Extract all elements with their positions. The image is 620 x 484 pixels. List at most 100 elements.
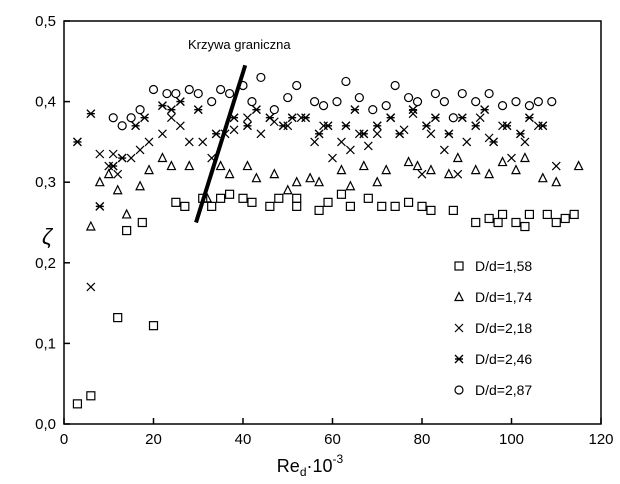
data-point	[305, 172, 316, 183]
data-point	[569, 209, 579, 220]
x-tick-label: 20	[145, 431, 162, 448]
y-tick-label: 0,1	[35, 335, 56, 352]
data-point	[247, 197, 257, 207]
legend-label: D/d=2,46	[475, 351, 532, 367]
data-point	[412, 96, 423, 107]
y-axis-label: ζ	[42, 224, 54, 249]
data-point	[332, 96, 342, 107]
data-point	[457, 88, 467, 99]
data-point	[113, 169, 123, 179]
data-point	[224, 168, 235, 179]
series-triangle	[85, 152, 584, 231]
data-point	[135, 180, 146, 191]
data-point	[524, 101, 535, 111]
legend: D/d=1,58 D/d=1,74 D/d=2,18 D/d=2,46 D/d=2,87	[454, 258, 532, 398]
data-point	[265, 113, 275, 123]
x-tick-label: 0	[60, 431, 68, 448]
data-point	[207, 201, 217, 211]
data-point	[551, 176, 562, 187]
data-point	[363, 193, 373, 203]
x-tick-label: 100	[499, 431, 524, 448]
data-point	[417, 169, 427, 179]
data-point	[426, 205, 436, 216]
data-markers	[72, 72, 584, 409]
data-point	[551, 217, 561, 228]
data-point	[171, 88, 181, 99]
data-point	[229, 125, 239, 135]
data-point	[144, 137, 154, 147]
legend-label: D/d=1,74	[475, 289, 532, 305]
data-point	[175, 121, 185, 131]
data-point	[372, 129, 382, 139]
series-square	[72, 189, 579, 409]
data-point	[251, 172, 262, 183]
data-point	[86, 282, 96, 292]
data-point	[72, 399, 83, 409]
data-point	[238, 193, 248, 203]
data-point	[166, 113, 176, 123]
data-point	[135, 145, 145, 155]
data-point	[425, 164, 436, 175]
data-point	[117, 153, 127, 163]
data-point	[345, 180, 356, 191]
data-point	[497, 209, 508, 220]
data-point	[538, 121, 548, 131]
data-point	[144, 164, 154, 175]
data-point	[484, 88, 494, 99]
data-point	[542, 209, 552, 220]
data-point	[242, 160, 253, 171]
data-point	[242, 121, 252, 131]
data-point	[193, 105, 203, 115]
data-point	[202, 192, 213, 203]
data-point	[207, 153, 217, 163]
data-point	[443, 168, 454, 179]
data-point	[426, 129, 436, 139]
data-point	[274, 193, 284, 203]
data-point	[95, 201, 105, 211]
x-tick-label: 60	[324, 431, 341, 448]
data-point	[390, 80, 400, 91]
legend-label: D/d=1,58	[475, 258, 532, 274]
data-point	[395, 129, 405, 139]
y-tick-label: 0,0	[35, 416, 56, 433]
legend-marker	[454, 354, 464, 364]
series-star	[72, 97, 548, 211]
data-point	[72, 137, 82, 147]
data-point	[489, 137, 499, 147]
data-point	[457, 113, 467, 123]
legend-marker	[454, 291, 464, 302]
data-point	[318, 101, 329, 111]
data-point	[480, 105, 490, 115]
data-point	[412, 160, 423, 171]
data-point	[507, 153, 516, 163]
data-point	[292, 80, 302, 91]
data-point	[368, 105, 378, 115]
data-point	[184, 160, 195, 171]
data-point	[282, 184, 293, 195]
data-point	[452, 152, 463, 163]
data-point	[211, 129, 221, 139]
data-point	[403, 92, 414, 103]
data-point	[166, 105, 176, 115]
y-tick-label: 0,5	[35, 13, 56, 30]
data-point	[439, 145, 449, 155]
data-point	[94, 176, 105, 187]
x-axis-label-multiplier: ·10	[307, 456, 333, 476]
data-point	[475, 113, 485, 123]
data-point	[166, 160, 177, 171]
data-point	[386, 113, 396, 123]
data-point	[220, 129, 230, 139]
data-point	[323, 121, 333, 131]
data-point	[137, 217, 147, 228]
data-point	[113, 313, 123, 323]
data-point	[390, 201, 400, 211]
x-tick-label: 120	[588, 431, 613, 448]
data-point	[519, 152, 530, 163]
data-point	[323, 197, 333, 207]
data-point	[224, 88, 235, 99]
data-point	[269, 168, 280, 179]
data-point	[157, 152, 168, 163]
data-point	[85, 220, 96, 231]
data-point	[372, 176, 383, 187]
